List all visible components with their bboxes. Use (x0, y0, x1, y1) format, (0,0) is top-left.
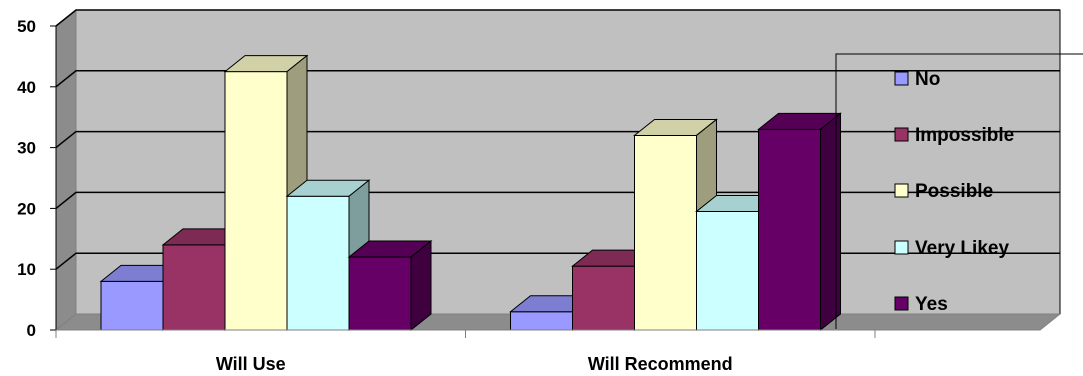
bars (99, 54, 842, 332)
y-tick-label: 10 (17, 260, 36, 279)
legend-label: Impossible (915, 125, 1014, 146)
gridline (55, 130, 1060, 149)
bar-side (410, 239, 432, 332)
legend-label: Possible (915, 181, 993, 202)
y-tick-label: 50 (17, 17, 36, 36)
y-tick-label: 20 (17, 199, 36, 218)
legend-label: No (915, 69, 940, 90)
bar-very-likey-1 (696, 210, 759, 331)
legend-label: Very Likey (915, 238, 1009, 259)
legend-swatch-possible (894, 183, 909, 198)
bar-no-1 (510, 311, 573, 331)
legend-swatch-very-likey (894, 240, 909, 255)
gridline (55, 191, 1060, 209)
gridline (55, 9, 1060, 27)
legend-swatch-impossible (894, 127, 909, 142)
bar-yes-0 (348, 256, 412, 331)
y-tick-label: 0 (27, 321, 36, 340)
axes: 0 10 20 30 40 50 Will Use Will Recommend (17, 17, 876, 374)
bar-possible-0 (224, 71, 288, 331)
side-wall (55, 8, 77, 332)
gridlines (55, 9, 1060, 270)
legend-label: Yes (915, 294, 948, 315)
bar-very-likey-0 (286, 195, 350, 331)
bar-impossible-0 (162, 244, 226, 331)
y-tick-label: 40 (17, 78, 36, 97)
bar-impossible-1 (572, 265, 635, 331)
x-category-label: Will Use (216, 354, 286, 374)
gridline (55, 70, 1060, 88)
bar-no-0 (100, 280, 164, 331)
legend-swatch-no (894, 71, 909, 86)
y-tick-label: 30 (17, 139, 36, 158)
bar-yes-1 (758, 128, 821, 331)
bar-possible-1 (634, 134, 697, 331)
bar-side (820, 112, 841, 332)
legend-swatch-yes (894, 296, 909, 311)
legend-frame (835, 53, 1083, 329)
x-category-label: Will Recommend (588, 354, 733, 374)
legend: No Impossible Possible Very Likey Yes (835, 53, 1083, 329)
